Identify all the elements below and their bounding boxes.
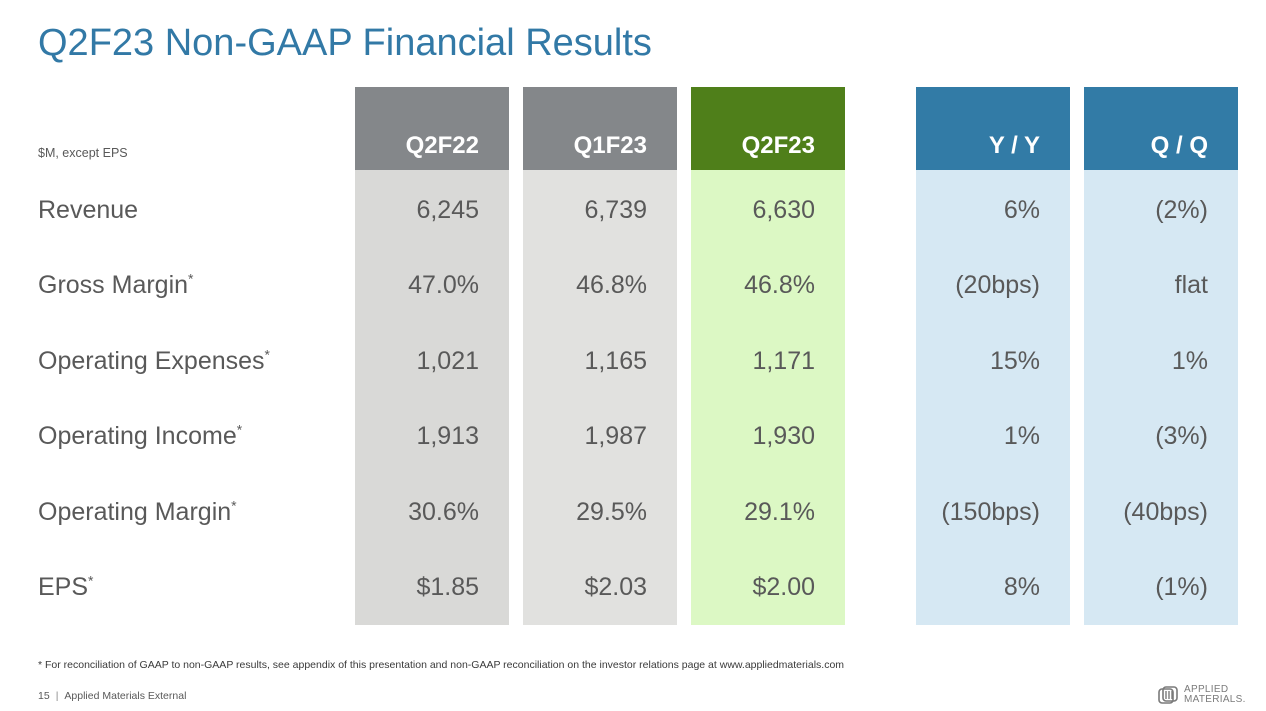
units-note: $M, except EPS (38, 146, 128, 160)
table-cell: 1,930 (752, 422, 815, 450)
column-header-qoq: Q / Q (1084, 87, 1238, 170)
table-cell: 1,021 (416, 347, 479, 375)
footer: 15 | Applied Materials External (38, 690, 186, 702)
column-body-q2f22 (355, 170, 509, 625)
footer-separator: | (55, 690, 59, 702)
column-q1f23: Q1F23 (523, 87, 677, 625)
row-label-operating-margin: Operating Margin* (38, 497, 237, 526)
applied-materials-logo: APPLIED MATERIALS. (1158, 685, 1246, 705)
table-cell: flat (1174, 271, 1208, 299)
table-cell: $2.03 (584, 573, 647, 601)
table-cell: 47.0% (408, 271, 479, 299)
column-yoy: Y / Y (916, 87, 1070, 625)
table-cell: 1,913 (416, 422, 479, 450)
column-body-q1f23 (523, 170, 677, 625)
column-header-q1f23: Q1F23 (523, 87, 677, 170)
table-cell: 15% (989, 347, 1040, 375)
table-cell: 6% (1003, 196, 1040, 224)
row-label-operating-income: Operating Income* (38, 421, 243, 450)
table-cell: 1% (1171, 347, 1208, 375)
table-cell: $1.85 (416, 573, 479, 601)
column-header-q2f22: Q2F22 (355, 87, 509, 170)
column-body-yoy (916, 170, 1070, 625)
page-title: Q2F23 Non-GAAP Financial Results (38, 22, 652, 64)
table-cell: 6,630 (752, 196, 815, 224)
column-body-q2f23 (691, 170, 845, 625)
table-cell: 29.1% (744, 498, 815, 526)
table-cell: 8% (1003, 573, 1040, 601)
table-cell: 46.8% (576, 271, 647, 299)
table-cell: 6,245 (416, 196, 479, 224)
table-cell: 1% (1003, 422, 1040, 450)
footer-label: Applied Materials External (64, 690, 187, 702)
table-cell: (2%) (1155, 196, 1208, 224)
table-cell: 30.6% (408, 498, 479, 526)
table-cell: 46.8% (744, 271, 815, 299)
footnote: * For reconciliation of GAAP to non-GAAP… (38, 659, 845, 671)
logo-wordmark: APPLIED MATERIALS. (1184, 684, 1246, 705)
table-cell: (40bps) (1123, 498, 1208, 526)
column-header-yoy: Y / Y (916, 87, 1070, 170)
row-label-revenue: Revenue (38, 196, 139, 224)
column-qoq: Q / Q (1084, 87, 1238, 625)
table-cell: 1,987 (584, 422, 647, 450)
row-label-operating-expenses: Operating Expenses* (38, 346, 270, 375)
table-cell: 1,171 (752, 347, 815, 375)
row-label-gross-margin: Gross Margin* (38, 270, 194, 299)
table-cell: (1%) (1155, 573, 1208, 601)
table-cell: 1,165 (584, 347, 647, 375)
table-cell: (3%) (1155, 422, 1208, 450)
applied-materials-logo-icon (1158, 686, 1178, 704)
row-label-eps: EPS* (38, 572, 94, 601)
table-cell: $2.00 (752, 573, 815, 601)
column-q2f22: Q2F22 (355, 87, 509, 625)
table-cell: (20bps) (955, 271, 1040, 299)
page-number: 15 (38, 690, 50, 702)
table-cell: 29.5% (576, 498, 647, 526)
column-body-qoq (1084, 170, 1238, 625)
column-q2f23: Q2F23 (691, 87, 845, 625)
column-header-q2f23: Q2F23 (691, 87, 845, 170)
table-cell: 6,739 (584, 196, 647, 224)
table-cell: (150bps) (941, 498, 1040, 526)
